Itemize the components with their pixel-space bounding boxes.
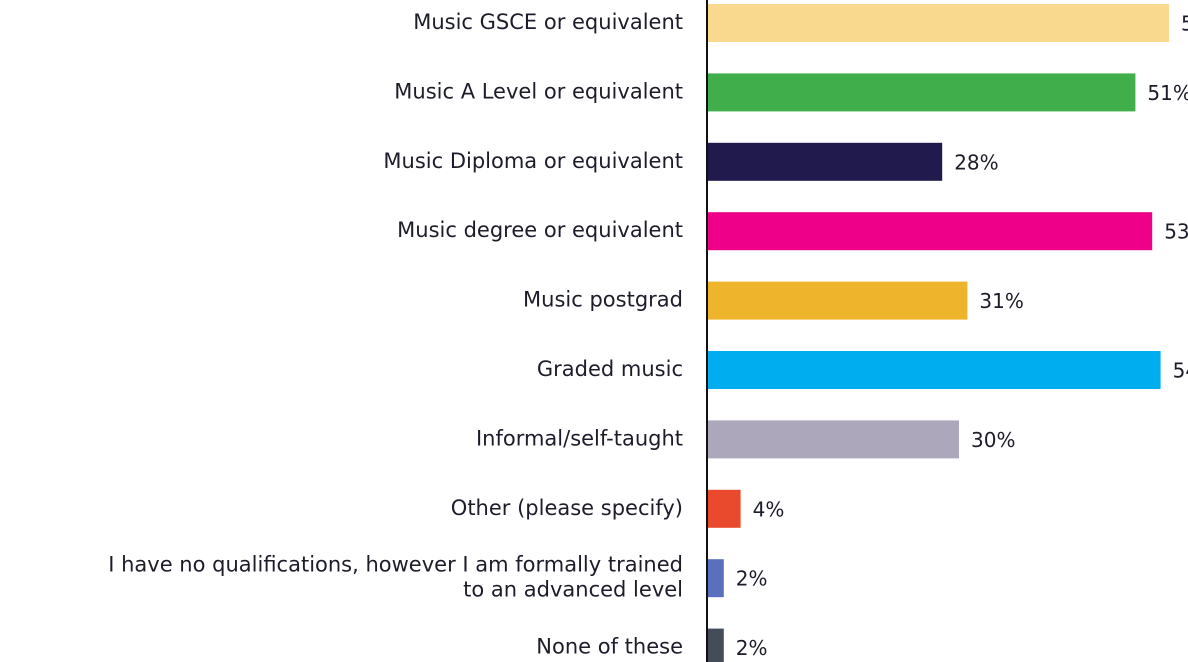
value-label-10: 2% [736, 636, 768, 660]
bars-group [707, 4, 1169, 662]
bar-7 [707, 420, 959, 459]
category-labels-group: Music GSCE or equivalent Music A Level or… [108, 10, 683, 659]
category-label-9: I have no qualifications, however I am f… [108, 553, 683, 602]
value-label-9: 2% [736, 567, 768, 591]
value-label-7: 30% [971, 428, 1015, 452]
category-label-7: Informal/self-taught [476, 426, 683, 450]
value-label-1: 55% [1181, 12, 1188, 36]
value-label-3: 28% [954, 150, 998, 174]
bar-6 [707, 351, 1161, 389]
bar-10 [707, 628, 724, 662]
bar-1 [707, 4, 1169, 42]
bar-9 [707, 559, 724, 598]
value-label-5: 31% [979, 289, 1023, 313]
bar-3 [707, 142, 943, 181]
category-label-1: Music GSCE or equivalent [413, 10, 683, 34]
value-label-2: 51% [1147, 81, 1188, 105]
value-label-8: 4% [753, 497, 785, 521]
category-label-2: Music A Level or equivalent [394, 79, 683, 103]
bar-4 [707, 212, 1153, 251]
category-label-8: Other (please specify) [451, 496, 683, 520]
value-label-4: 53% [1164, 220, 1188, 244]
category-label-6: Graded music [537, 357, 683, 381]
category-label-4: Music degree or equivalent [397, 218, 683, 242]
bar-2 [707, 73, 1136, 112]
category-label-10: None of these [536, 635, 683, 659]
bar-8 [707, 489, 741, 528]
bar-5 [707, 281, 968, 320]
value-label-6: 54% [1173, 359, 1188, 383]
value-labels-group: 55% 51% 28% 53% 31% 54% 30% 4% 2% 2% [736, 12, 1188, 661]
category-label-5: Music postgrad [523, 288, 683, 312]
category-label-3: Music Diploma or equivalent [383, 149, 683, 173]
